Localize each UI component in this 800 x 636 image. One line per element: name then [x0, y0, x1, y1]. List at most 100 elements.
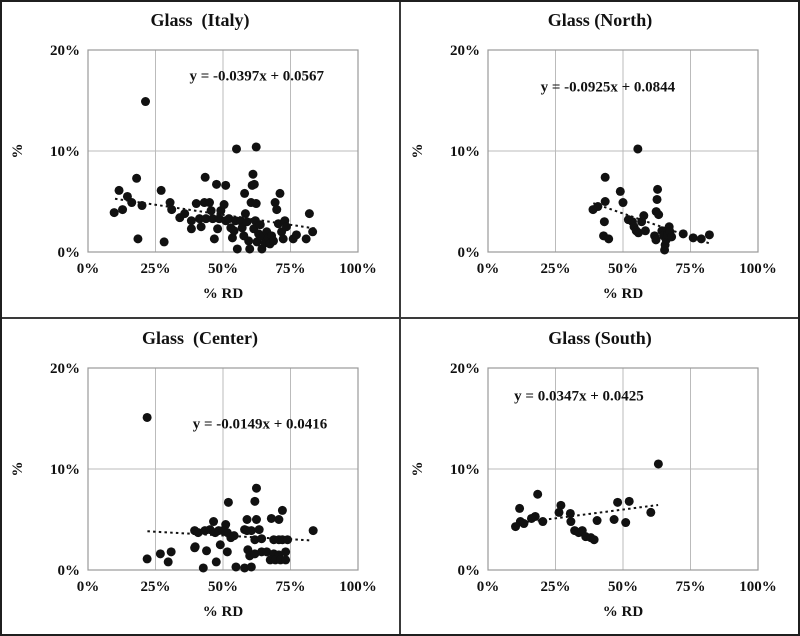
y-tick-label: 0%	[458, 563, 481, 579]
data-point	[604, 234, 614, 244]
data-point	[254, 525, 264, 535]
chart-panel-glass-north: Glass (North) y = -0.0925x + 0.0844 % RD…	[410, 10, 777, 302]
x-tick-label: 100%	[339, 579, 377, 595]
data-point	[272, 205, 282, 215]
plot-layer	[87, 367, 359, 573]
data-point	[247, 180, 257, 190]
data-point	[251, 483, 261, 493]
trend-equation: y = -0.0149x + 0.0416	[193, 417, 328, 433]
data-point	[251, 515, 261, 524]
x-axis-label: % RD	[603, 604, 644, 620]
data-point	[229, 226, 239, 236]
x-tick-label: 25%	[141, 261, 171, 277]
data-point	[515, 503, 525, 513]
data-point	[109, 208, 119, 218]
data-point	[654, 210, 664, 220]
data-point	[229, 531, 239, 541]
data-point	[212, 179, 222, 189]
x-tick-label: 75%	[276, 261, 306, 277]
data-point	[301, 234, 311, 244]
y-tick-label: 10%	[450, 144, 480, 160]
data-point	[554, 507, 564, 517]
data-point	[246, 526, 256, 536]
data-point	[592, 516, 602, 526]
chart-panel-glass-italy: Glass (Italy) y = -0.0397x + 0.0567 % RD…	[10, 10, 377, 302]
x-tick-label: 100%	[339, 261, 377, 277]
y-tick-label: 10%	[50, 144, 80, 160]
data-point	[304, 209, 314, 219]
data-point	[155, 549, 165, 559]
data-point	[639, 211, 649, 221]
data-point	[633, 144, 643, 154]
data-point	[222, 547, 232, 557]
data-point	[274, 515, 284, 524]
plot-layer	[487, 49, 759, 255]
plot-area-border	[87, 49, 359, 253]
data-point	[268, 236, 278, 246]
data-point	[257, 534, 267, 544]
data-point	[275, 188, 285, 198]
data-point	[133, 234, 143, 244]
chart-title: Glass (North)	[548, 10, 653, 31]
data-point	[600, 197, 610, 206]
data-point	[566, 517, 576, 527]
data-point	[215, 540, 225, 550]
y-axis-label: %	[410, 144, 426, 159]
data-point	[255, 220, 265, 230]
data-point	[593, 202, 603, 212]
x-tick-label: 50%	[608, 579, 638, 595]
data-point	[646, 507, 656, 517]
data-point	[246, 562, 256, 572]
x-tick-label: 50%	[208, 579, 238, 595]
data-point	[193, 528, 203, 538]
data-point	[252, 237, 262, 247]
x-axis-label: % RD	[203, 604, 244, 620]
data-point	[251, 142, 261, 152]
data-point	[209, 234, 219, 244]
data-point	[640, 226, 650, 236]
y-tick-label: 0%	[58, 563, 81, 579]
data-point	[114, 185, 124, 195]
chart-title: Glass (Center)	[142, 328, 258, 349]
data-point	[209, 517, 219, 527]
data-point	[609, 515, 619, 524]
data-point	[556, 500, 566, 510]
trend-equation: y = -0.0397x + 0.0567	[189, 68, 324, 84]
x-tick-label: 100%	[739, 579, 777, 595]
x-tick-label: 0%	[77, 261, 100, 277]
data-point	[589, 535, 599, 545]
y-tick-label: 20%	[50, 43, 80, 59]
data-point	[599, 217, 609, 227]
data-point	[262, 547, 272, 557]
y-tick-label: 0%	[58, 245, 81, 261]
y-tick-label: 10%	[450, 462, 480, 478]
plot-area-border	[487, 49, 759, 253]
data-point	[227, 233, 237, 243]
data-point	[159, 237, 169, 247]
chart-panel-glass-center: Glass (Center) y = -0.0149x + 0.0416 % R…	[10, 328, 377, 620]
plot-area-border	[87, 367, 359, 571]
y-tick-label: 0%	[458, 245, 481, 261]
data-point	[678, 229, 688, 239]
data-point	[127, 198, 137, 208]
data-point	[141, 97, 151, 107]
data-point	[251, 199, 261, 209]
data-point	[667, 232, 677, 242]
data-point	[205, 198, 214, 208]
data-point	[137, 201, 147, 211]
x-tick-label: 75%	[676, 261, 706, 277]
data-point	[270, 198, 280, 208]
data-point	[221, 180, 231, 190]
data-point	[291, 230, 301, 240]
data-point	[211, 557, 221, 567]
chart-title: Glass (South)	[548, 328, 652, 349]
data-point	[618, 198, 628, 208]
data-point	[652, 194, 662, 204]
data-point	[224, 214, 234, 224]
data-point	[281, 547, 291, 557]
data-point	[190, 543, 200, 553]
x-tick-label: 100%	[739, 261, 777, 277]
data-point	[201, 214, 211, 224]
y-axis-label: %	[10, 462, 26, 477]
data-point	[278, 234, 288, 244]
